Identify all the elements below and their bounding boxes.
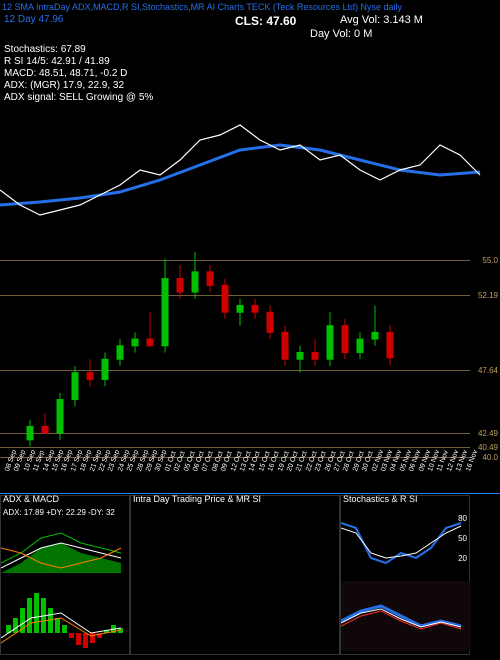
price-svg [0, 110, 500, 240]
day-vol: Day Vol: 0 M [310, 28, 372, 40]
y-label: 47.64 [478, 366, 498, 375]
y-label: 40.49 [478, 443, 498, 452]
adx-signal: ADX signal: SELL Growing @ 5% [4, 92, 153, 103]
adx-subtitle: ADX: 17.89 +DY: 22.29 -DY: 32 [3, 508, 115, 517]
panel-title: Intra Day Trading Price & MR SI [133, 494, 261, 504]
panel-empty[interactable]: Intra Day Trading Price & MR SI [130, 495, 340, 655]
twelve-day: 12 Day 47.96 [4, 14, 64, 25]
main-price-chart[interactable] [0, 110, 500, 240]
y-axis: 55.052.1947.6442.4940.4940.0 [470, 245, 500, 460]
cls-value: CLS: 47.60 [235, 14, 296, 28]
y-label: 52.19 [478, 291, 498, 300]
y-label: 42.49 [478, 429, 498, 438]
avg-vol: Avg Vol: 3.143 M [340, 14, 423, 26]
stochastics: Stochastics: 67.89 [4, 44, 86, 55]
rsi: R SI 14/5: 42.91 / 41.89 [4, 56, 110, 67]
panel-title: ADX & MACD [3, 494, 59, 504]
candle-chart[interactable] [0, 245, 470, 460]
macd: MACD: 48.51, 48.71, -0.2 D [4, 68, 127, 79]
panel-adx_macd[interactable]: ADX & MACD ADX: 17.89 +DY: 22.29 -DY: 32 [0, 495, 130, 655]
adx: ADX: (MGR) 17.9, 22.9, 32 [4, 80, 124, 91]
date-axis: 08 Sep09 Sep10 Sep11 Sep14 Sep15 Sep16 S… [0, 460, 470, 490]
panel-title: Stochastics & R SI [343, 494, 418, 504]
indicators-line: 12 SMA IntraDay ADX,MACD,R SI,Stochastic… [2, 2, 402, 12]
y-label: 55.0 [482, 256, 498, 265]
chart-header: 12 SMA IntraDay ADX,MACD,R SI,Stochastic… [0, 0, 500, 110]
bottom-panels: ADX & MACD ADX: 17.89 +DY: 22.29 -DY: 32 I… [0, 495, 500, 660]
panel-stoch_rsi[interactable]: Stochastics & R SI805020 [340, 495, 470, 655]
candle-svg [0, 245, 470, 460]
chart-root: 12 SMA IntraDay ADX,MACD,R SI,Stochastic… [0, 0, 500, 660]
